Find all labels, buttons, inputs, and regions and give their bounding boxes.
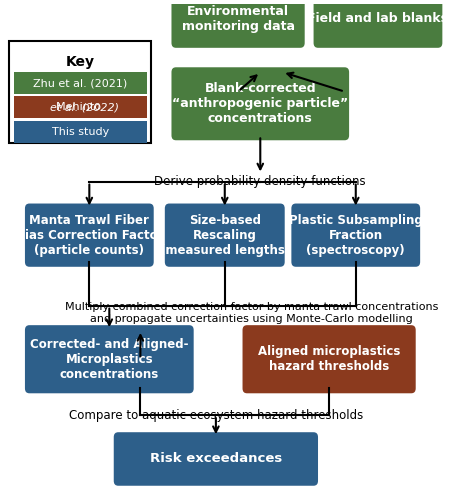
Text: et al. (2022): et al. (2022) bbox=[50, 102, 119, 113]
FancyBboxPatch shape bbox=[25, 325, 194, 393]
Text: Aligned microplastics
hazard thresholds: Aligned microplastics hazard thresholds bbox=[258, 345, 401, 373]
Text: Key: Key bbox=[66, 55, 95, 69]
Text: Compare to aquatic ecosystem hazard thresholds: Compare to aquatic ecosystem hazard thre… bbox=[69, 409, 363, 422]
FancyBboxPatch shape bbox=[172, 0, 305, 48]
FancyBboxPatch shape bbox=[25, 204, 154, 267]
FancyBboxPatch shape bbox=[165, 204, 285, 267]
FancyBboxPatch shape bbox=[243, 325, 416, 393]
FancyBboxPatch shape bbox=[14, 121, 147, 143]
Text: Zhu et al. (2021): Zhu et al. (2021) bbox=[33, 78, 128, 88]
Text: Field and lab blanks: Field and lab blanks bbox=[308, 12, 448, 25]
Text: Multiply combined correction factor by manta trawl concentrations
and propagate : Multiply combined correction factor by m… bbox=[65, 302, 438, 324]
FancyBboxPatch shape bbox=[9, 40, 152, 143]
Text: Blank-corrected
“anthropogenic particle”
concentrations: Blank-corrected “anthropogenic particle”… bbox=[172, 82, 348, 125]
Text: Manta Trawl Fiber
Bias Correction Factor
(particle counts): Manta Trawl Fiber Bias Correction Factor… bbox=[16, 214, 163, 257]
Text: Risk exceedances: Risk exceedances bbox=[150, 453, 282, 465]
Text: Environmental
monitoring data: Environmental monitoring data bbox=[182, 4, 294, 32]
FancyBboxPatch shape bbox=[14, 96, 147, 119]
FancyBboxPatch shape bbox=[114, 432, 318, 486]
Text: Derive probability density functions: Derive probability density functions bbox=[155, 175, 366, 188]
Text: Mehinto: Mehinto bbox=[56, 102, 105, 113]
FancyBboxPatch shape bbox=[14, 72, 147, 94]
FancyBboxPatch shape bbox=[292, 204, 420, 267]
Text: Plastic Subsampling
Fraction
(spectroscopy): Plastic Subsampling Fraction (spectrosco… bbox=[289, 214, 423, 257]
Text: Corrected- and Aligned-
Microplastics
concentrations: Corrected- and Aligned- Microplastics co… bbox=[30, 338, 189, 381]
FancyBboxPatch shape bbox=[314, 0, 442, 48]
FancyBboxPatch shape bbox=[172, 67, 349, 140]
Text: Size-based
Rescaling
(measured lengths): Size-based Rescaling (measured lengths) bbox=[160, 214, 290, 257]
Text: This study: This study bbox=[52, 127, 109, 137]
